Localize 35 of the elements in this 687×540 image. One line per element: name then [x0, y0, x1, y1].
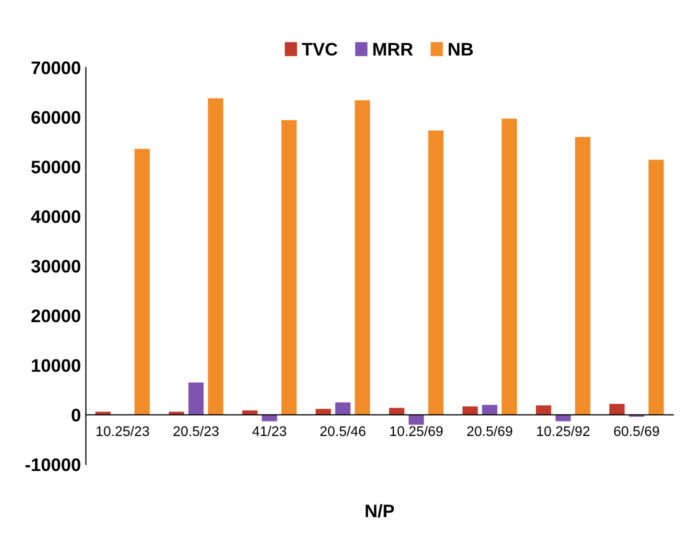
- x-axis-title: N/P: [366, 504, 394, 518]
- bar: [609, 404, 625, 415]
- bar: [648, 160, 664, 415]
- x-tick-label: 41/23: [252, 426, 286, 436]
- x-tick-label: 20.5/69: [467, 426, 512, 436]
- y-tick-label: -10000: [26, 458, 80, 472]
- legend-label: NB: [448, 43, 473, 56]
- legend-label: TVC: [302, 42, 338, 56]
- x-tick-label: 20.5/23: [174, 426, 219, 436]
- y-tick-label: 40000: [31, 210, 80, 224]
- bar: [188, 382, 204, 415]
- y-tick-label: 0: [72, 408, 80, 422]
- x-tick-label: 20.5/46: [320, 426, 366, 436]
- y-tick-label: 70000: [32, 61, 80, 74]
- x-tick-label: 10.25/92: [537, 426, 590, 436]
- x-tick-label: 10.25/69: [390, 426, 443, 436]
- bar: [428, 130, 444, 415]
- bar: [354, 100, 370, 415]
- y-tick-label: 50000: [31, 160, 80, 174]
- bar: [335, 402, 350, 415]
- x-tick-label: 60.5/69: [614, 426, 660, 436]
- x-tick-label: 10.25/23: [96, 426, 150, 436]
- y-tick-label: 20000: [31, 309, 80, 322]
- bar: [208, 98, 224, 415]
- legend-label: MRR: [373, 43, 413, 56]
- bar: [482, 404, 498, 415]
- bar: [134, 148, 150, 415]
- y-tick-label: 30000: [31, 260, 80, 273]
- y-tick-label: 10000: [32, 359, 80, 372]
- bar: [502, 118, 517, 415]
- bar: [462, 406, 478, 415]
- bar: [408, 414, 424, 425]
- y-tick-label: 60000: [31, 111, 80, 124]
- bar: [575, 136, 590, 415]
- bar: [281, 120, 297, 415]
